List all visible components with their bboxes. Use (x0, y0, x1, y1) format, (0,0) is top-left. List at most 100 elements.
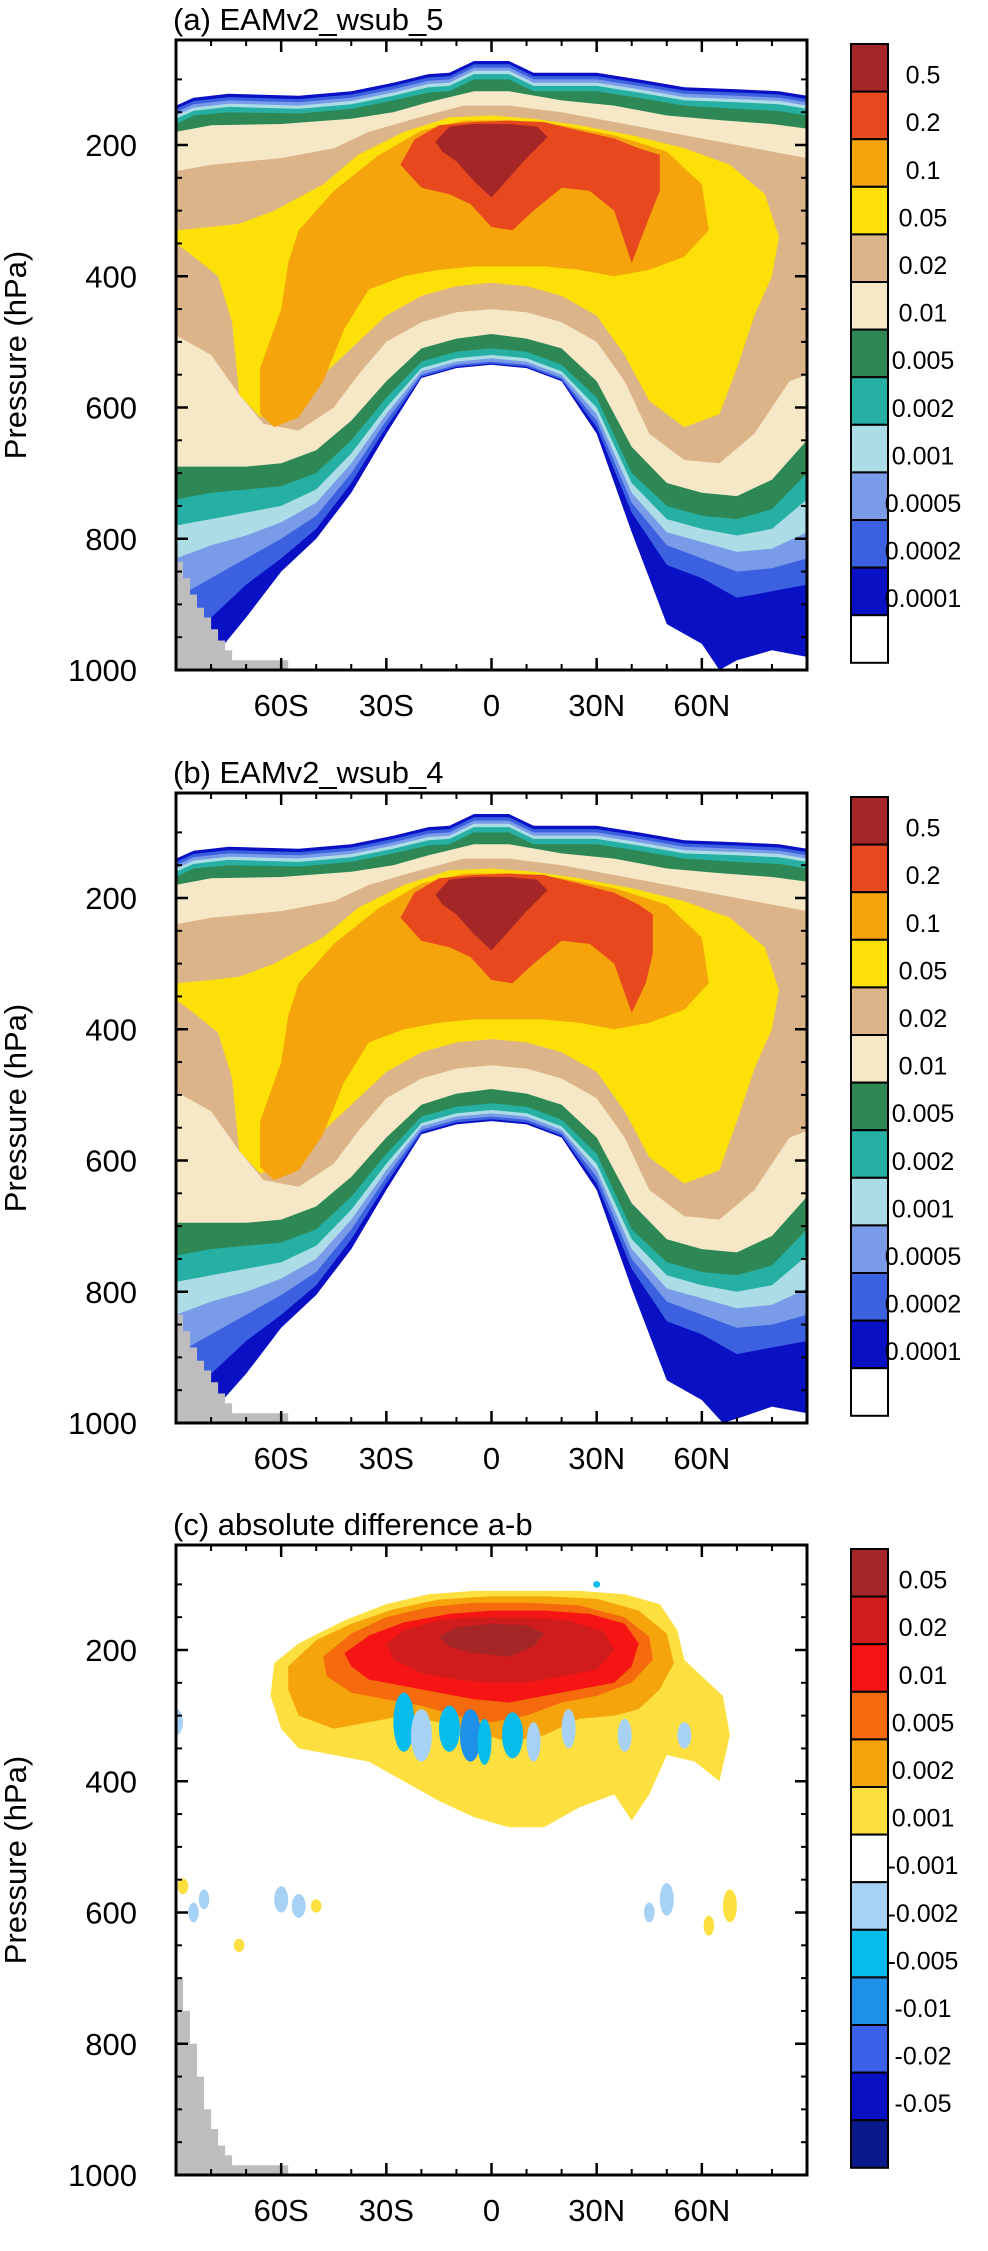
contour-blob (177, 1878, 189, 1895)
colorbar-label: -0.001 (888, 1852, 959, 1880)
y-tick-label: 200 (85, 128, 137, 163)
contour-blob (617, 1718, 632, 1752)
colorbar-label: 0.2 (906, 862, 941, 890)
colorbar-swatch (850, 614, 889, 664)
colorbar-swatch (850, 986, 889, 1037)
y-tick-label: 200 (85, 881, 137, 916)
x-tick-label: 0 (483, 688, 500, 723)
topography-mask (176, 1978, 289, 2175)
topography-mask (176, 1314, 289, 1423)
colorbar-label: -0.02 (895, 2043, 952, 2071)
y-tick-label: 1000 (68, 2158, 137, 2193)
contour-level-0p5 (435, 877, 548, 951)
x-tick-label: 60N (673, 2193, 730, 2228)
colorbar-swatch (850, 90, 889, 141)
colorbar-label: 0.001 (892, 1195, 955, 1223)
contour-blob (677, 1722, 692, 1749)
colorbar-label: 0.002 (892, 1757, 955, 1785)
colorbar-swatch (850, 1786, 889, 1836)
colorbar-swatch (850, 1081, 889, 1132)
colorbar-swatch (850, 138, 889, 188)
y-tick-label: 800 (85, 2027, 137, 2062)
colorbar-swatch (850, 1319, 889, 1370)
contour-level-0p1 (260, 120, 709, 428)
colorbar-label: 0.05 (899, 204, 948, 232)
colorbar-label: -0.005 (888, 1947, 959, 1975)
colorbar-label: 0.002 (892, 1148, 955, 1176)
y-axis-label: Pressure (hPa) (0, 1004, 33, 1212)
x-tick-label: 60S (254, 1441, 309, 1476)
colorbar-label: 0.2 (906, 109, 941, 137)
colorbar-label: 0.01 (899, 300, 948, 328)
colorbar-swatch (850, 566, 889, 617)
colorbar-label: 0.0001 (885, 1338, 961, 1366)
y-tick-label: 800 (85, 522, 137, 557)
colorbar-swatch (850, 1643, 889, 1693)
panel-2: (b) EAMv2_wsub_4 60S 30S 0 30N 60N 200 400 600 80… (0, 755, 961, 1476)
contour-blob (233, 1938, 245, 1952)
contour-blob (502, 1712, 524, 1759)
y-axis-label: Pressure (hPa) (0, 1756, 33, 1964)
colorbar-swatch (850, 1176, 889, 1227)
x-tick-label: 0 (483, 1441, 500, 1476)
colorbar-label: 0.005 (892, 1709, 955, 1737)
colorbar-swatch (850, 1595, 889, 1646)
contour-blob (526, 1722, 541, 1762)
colorbar-swatch (850, 1367, 889, 1417)
colorbar-swatch (850, 1034, 889, 1084)
colorbar-swatch (850, 843, 889, 894)
colorbar-swatch (850, 423, 889, 474)
colorbar-swatch (850, 1548, 889, 1598)
colorbar-label: 0.0005 (885, 490, 961, 518)
contour-blob (561, 1709, 576, 1749)
x-tick-label: 30N (568, 688, 625, 723)
colorbar-label: 0.0002 (885, 538, 961, 566)
x-tick-label: 60N (673, 1441, 730, 1476)
y-tick-label: 1000 (68, 1406, 137, 1441)
x-tick-label: 30N (568, 1441, 625, 1476)
colorbar-swatch (850, 1928, 889, 1979)
colorbar-label: 0.002 (892, 395, 955, 423)
colorbar-swatch (850, 471, 889, 521)
colorbar-label: 0.1 (906, 157, 941, 185)
colorbar-label: -0.002 (888, 1900, 959, 1928)
contour-level-0p5 (435, 124, 548, 198)
panel-title: (b) EAMv2_wsub_4 (173, 755, 444, 790)
y-tick-label: 400 (85, 1764, 137, 1799)
x-tick-label: 30S (359, 2193, 414, 2228)
x-tick-label: 60S (254, 2193, 309, 2228)
y-tick-label: 1000 (68, 653, 137, 688)
contour-blob (310, 1899, 322, 1913)
contour-fills (176, 814, 807, 1423)
colorbar: 0.5 0.2 0.1 0.05 0.02 0.01 0.005 0.002 0.001 0.00… (850, 43, 961, 664)
x-tick-label: 30N (568, 2193, 625, 2228)
panel-title: (a) EAMv2_wsub_5 (173, 2, 444, 37)
colorbar-label: 0.001 (892, 442, 955, 470)
colorbar-label: 0.001 (892, 1805, 955, 1833)
contour-level-0p1 (260, 873, 709, 1181)
colorbar-label: 0.05 (899, 957, 948, 985)
colorbar-label: 0.0005 (885, 1243, 961, 1271)
y-tick-label: 800 (85, 1275, 137, 1310)
contour-blob (188, 1902, 199, 1923)
panel-3: (c) absolute difference a-b 60S 30S 0 30N 60N… (0, 1507, 958, 2228)
y-tick-label: 200 (85, 1633, 137, 1668)
y-tick-label: 600 (85, 1144, 137, 1179)
colorbar-label: 0.02 (899, 1005, 948, 1033)
x-tick-label: 0 (483, 2193, 500, 2228)
contour-blob (703, 1915, 715, 1936)
y-tick-label: 400 (85, 259, 137, 294)
colorbar-swatch (850, 891, 889, 941)
contour-level-0p05 (438, 1623, 545, 1657)
contour-blob (438, 1705, 460, 1752)
colorbar-swatch (850, 328, 889, 379)
x-tick-label: 30S (359, 1441, 414, 1476)
colorbar-label: 0.01 (899, 1662, 948, 1690)
colorbar-label: 0.05 (899, 1567, 948, 1595)
colorbar-label: 0.01 (899, 1053, 948, 1081)
colorbar-label: -0.01 (895, 1995, 952, 2023)
colorbar-swatch (850, 1690, 889, 1741)
colorbar-swatch (850, 1272, 889, 1322)
contour-blob (722, 1889, 737, 1923)
